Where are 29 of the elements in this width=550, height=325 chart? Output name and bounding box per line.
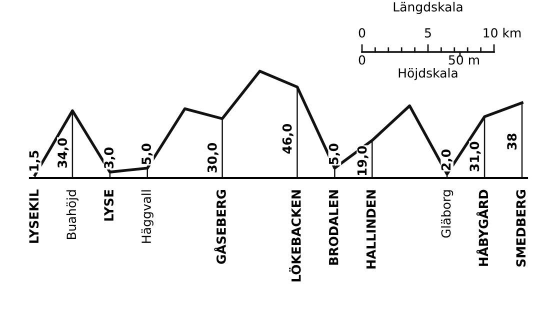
x-tick-label: HALLINDEN xyxy=(366,190,376,269)
text: Längdskala xyxy=(394,2,462,14)
x-tick-label: LYSE xyxy=(104,190,114,221)
text: 50 m xyxy=(448,55,479,65)
data-label: 1,5 xyxy=(29,150,40,171)
x-tick-label: Buahöjd xyxy=(66,190,79,240)
data-label: 38 xyxy=(507,134,517,150)
x-tick-label: Gläborg xyxy=(441,190,454,238)
x-tick-label: GÅSEBERG xyxy=(214,190,226,264)
data-label: 5,0 xyxy=(142,144,153,164)
text: 0 xyxy=(358,28,366,38)
x-tick-label: Häggvall xyxy=(141,190,154,243)
text: 10 km xyxy=(484,28,521,38)
data-label: 31,0 xyxy=(470,142,481,172)
data-label: 30,0 xyxy=(207,142,218,172)
x-tick-label: LÖKEBACKEN xyxy=(289,190,301,282)
annotation: Höjdskala xyxy=(398,68,458,80)
data-label: 34,0 xyxy=(58,138,69,168)
data-label: 2,0 xyxy=(441,150,452,170)
x-tick-label: HÅBYGÅRD xyxy=(476,190,488,266)
data-label: 19,0 xyxy=(357,146,368,176)
data-label: 3,0 xyxy=(104,148,116,168)
text: 5 xyxy=(424,28,431,38)
text: 0 xyxy=(358,55,366,65)
data-label: 46,0 xyxy=(282,124,294,154)
x-tick-label: LYSEKIL xyxy=(29,189,39,243)
data-label: 5,0 xyxy=(328,144,340,164)
x-tick-label: SMEDBERG xyxy=(516,190,526,267)
x-tick-label: BRODALEN xyxy=(328,190,338,265)
